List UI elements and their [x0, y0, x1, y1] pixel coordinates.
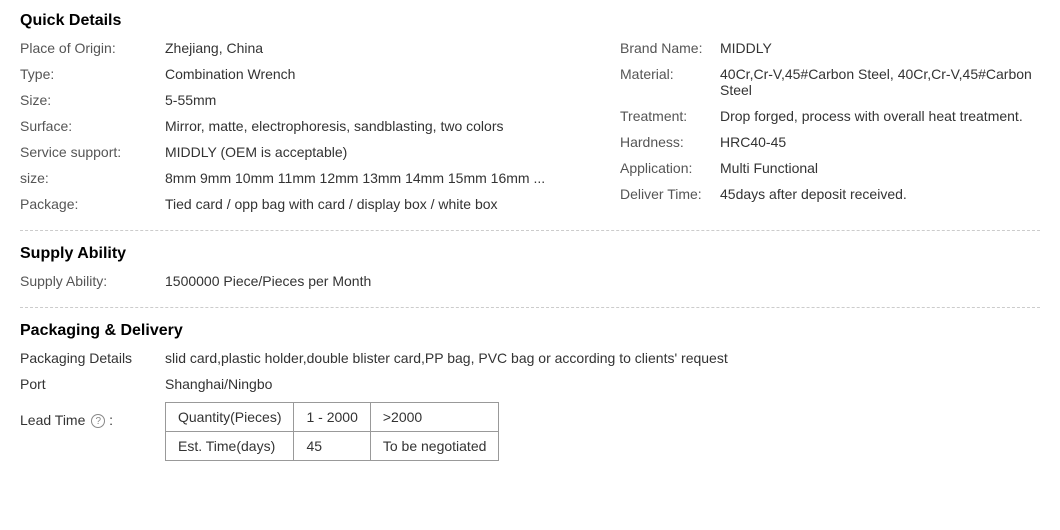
detail-value: 45days after deposit received. [720, 186, 907, 202]
packaging-details-label: Packaging Details [20, 350, 165, 366]
detail-row: Application:Multi Functional [620, 160, 1040, 176]
quick-details-left-col: Place of Origin:Zhejiang, China Type:Com… [20, 40, 580, 212]
port-label: Port [20, 376, 165, 392]
table-cell: 1 - 2000 [294, 403, 370, 432]
table-cell: Est. Time(days) [166, 432, 294, 461]
detail-label: Material: [620, 66, 720, 82]
detail-label: size: [20, 170, 165, 186]
detail-value: Tied card / opp bag with card / display … [165, 196, 498, 212]
lead-time-label: Lead Time ? : [20, 412, 165, 428]
detail-value: 8mm 9mm 10mm 11mm 12mm 13mm 14mm 15mm 16… [165, 170, 545, 186]
detail-label: Treatment: [620, 108, 720, 124]
port-row: Port Shanghai/Ningbo [20, 376, 1040, 392]
packaging-details-row: Packaging Details slid card,plastic hold… [20, 350, 1040, 366]
port-value: Shanghai/Ningbo [165, 376, 272, 392]
detail-value: MIDDLY [720, 40, 772, 56]
detail-row: Size:5-55mm [20, 92, 580, 108]
detail-row: Service support:MIDDLY (OEM is acceptabl… [20, 144, 580, 160]
detail-label: Service support: [20, 144, 165, 160]
detail-value: Zhejiang, China [165, 40, 263, 56]
supply-ability-value: 1500000 Piece/Pieces per Month [165, 273, 371, 289]
quick-details-right-col: Brand Name:MIDDLY Material:40Cr,Cr-V,45#… [620, 40, 1040, 212]
packaging-delivery-section: Packaging & Delivery Packaging Details s… [20, 322, 1040, 461]
detail-value: Mirror, matte, electrophoresis, sandblas… [165, 118, 503, 134]
detail-value: Drop forged, process with overall heat t… [720, 108, 1023, 124]
quick-details-title: Quick Details [20, 12, 1040, 30]
packaging-delivery-title: Packaging & Delivery [20, 322, 1040, 340]
detail-label: Application: [620, 160, 720, 176]
detail-row: Place of Origin:Zhejiang, China [20, 40, 580, 56]
supply-ability-row: Supply Ability: 1500000 Piece/Pieces per… [20, 273, 1040, 289]
detail-label: Size: [20, 92, 165, 108]
section-divider [20, 230, 1040, 231]
table-cell: 45 [294, 432, 370, 461]
detail-label: Surface: [20, 118, 165, 134]
detail-value: 5-55mm [165, 92, 216, 108]
detail-row: Hardness:HRC40-45 [620, 134, 1040, 150]
quick-details-grid: Place of Origin:Zhejiang, China Type:Com… [20, 40, 1040, 212]
quick-details-section: Quick Details Place of Origin:Zhejiang, … [20, 12, 1040, 212]
table-row: Quantity(Pieces) 1 - 2000 >2000 [166, 403, 499, 432]
detail-row: Deliver Time:45days after deposit receiv… [620, 186, 1040, 202]
detail-value: HRC40-45 [720, 134, 786, 150]
detail-value: Multi Functional [720, 160, 818, 176]
detail-label: Type: [20, 66, 165, 82]
detail-row: Treatment:Drop forged, process with over… [620, 108, 1040, 124]
table-cell: To be negotiated [370, 432, 499, 461]
supply-ability-section: Supply Ability Supply Ability: 1500000 P… [20, 245, 1040, 289]
supply-ability-title: Supply Ability [20, 245, 1040, 263]
supply-ability-label: Supply Ability: [20, 273, 165, 289]
table-cell: >2000 [370, 403, 499, 432]
help-icon[interactable]: ? [91, 414, 105, 428]
detail-value: 40Cr,Cr-V,45#Carbon Steel, 40Cr,Cr-V,45#… [720, 66, 1040, 98]
section-divider [20, 307, 1040, 308]
lead-time-row: Lead Time ? : Quantity(Pieces) 1 - 2000 … [20, 402, 1040, 461]
detail-row: size:8mm 9mm 10mm 11mm 12mm 13mm 14mm 15… [20, 170, 580, 186]
detail-row: Type:Combination Wrench [20, 66, 580, 82]
lead-time-table: Quantity(Pieces) 1 - 2000 >2000 Est. Tim… [165, 402, 499, 461]
detail-label: Place of Origin: [20, 40, 165, 56]
detail-value: MIDDLY (OEM is acceptable) [165, 144, 347, 160]
detail-row: Material:40Cr,Cr-V,45#Carbon Steel, 40Cr… [620, 66, 1040, 98]
packaging-details-value: slid card,plastic holder,double blister … [165, 350, 728, 366]
table-row: Est. Time(days) 45 To be negotiated [166, 432, 499, 461]
table-cell: Quantity(Pieces) [166, 403, 294, 432]
detail-row: Surface:Mirror, matte, electrophoresis, … [20, 118, 580, 134]
detail-label: Package: [20, 196, 165, 212]
detail-label: Brand Name: [620, 40, 720, 56]
lead-time-label-text: Lead Time [20, 412, 85, 428]
detail-value: Combination Wrench [165, 66, 295, 82]
detail-row: Package:Tied card / opp bag with card / … [20, 196, 580, 212]
detail-label: Deliver Time: [620, 186, 720, 202]
detail-label: Hardness: [620, 134, 720, 150]
detail-row: Brand Name:MIDDLY [620, 40, 1040, 56]
